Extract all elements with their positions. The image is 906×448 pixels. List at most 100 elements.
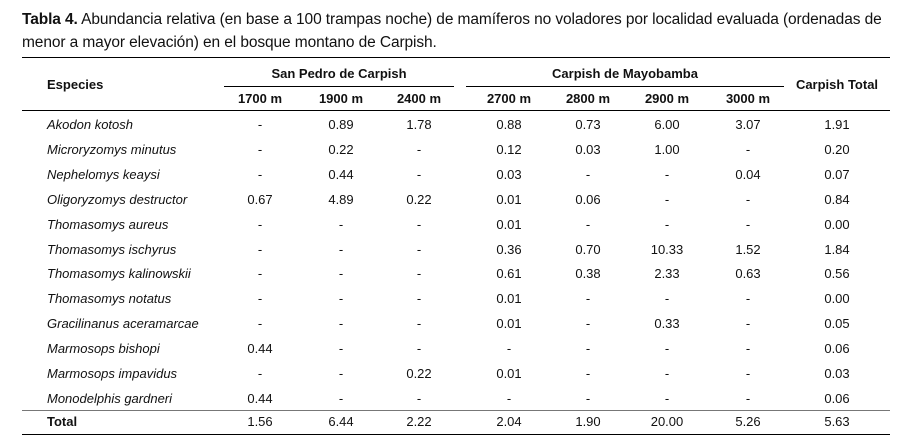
- value-cell: -: [585, 341, 591, 357]
- value-cell: -: [338, 266, 344, 282]
- value-cell: 10.33: [650, 241, 684, 257]
- elevation-header: 2700 m: [486, 91, 532, 106]
- group-header-mayobamba: Carpish de Mayobamba: [552, 66, 698, 81]
- species-name: Oligoryzomys destructor: [47, 191, 188, 207]
- total-cell: 0.05: [824, 316, 850, 332]
- species-name: Gracilinanus aceramarcae: [47, 316, 199, 332]
- value-cell: 0.12: [496, 141, 522, 157]
- top-rule: [22, 57, 890, 58]
- value-cell: -: [338, 216, 344, 232]
- value-cell: -: [585, 291, 591, 307]
- group-underline-mayobamba: [466, 86, 784, 87]
- total-cell: 0.56: [824, 266, 850, 282]
- group-underline-san-pedro: [224, 86, 454, 87]
- total-separator: [22, 410, 890, 411]
- value-cell: 2.33: [654, 266, 680, 282]
- species-name: Thomasomys aureus: [47, 216, 169, 232]
- value-cell: -: [416, 291, 422, 307]
- value-cell: -: [506, 341, 512, 357]
- value-cell: -: [664, 191, 670, 207]
- value-cell: 0.44: [247, 390, 273, 406]
- value-cell: -: [257, 291, 263, 307]
- value-cell: -: [745, 291, 751, 307]
- group-header-san-pedro: San Pedro de Carpish: [271, 66, 407, 81]
- total-cell: 0.07: [824, 166, 850, 182]
- total-value-cell: 20.00: [650, 414, 684, 429]
- value-cell: -: [416, 390, 422, 406]
- value-cell: 0.36: [496, 241, 522, 257]
- value-cell: -: [664, 291, 670, 307]
- total-cell: 0.84: [824, 191, 850, 207]
- value-cell: -: [416, 341, 422, 357]
- table-caption: Tabla 4. Abundancia relativa (en base a …: [22, 8, 892, 54]
- value-cell: 0.63: [735, 266, 761, 282]
- species-name: Thomasomys ischyrus: [47, 241, 177, 257]
- value-cell: 0.89: [328, 117, 354, 132]
- total-cell: 0.06: [824, 390, 850, 406]
- value-cell: 0.22: [406, 191, 432, 207]
- total-cell: 0.00: [824, 291, 850, 307]
- total-label: Total: [47, 414, 78, 429]
- value-cell: -: [664, 341, 670, 357]
- value-cell: -: [338, 366, 344, 381]
- value-cell: 0.01: [496, 191, 522, 207]
- value-cell: -: [664, 366, 670, 381]
- value-cell: -: [416, 141, 422, 157]
- value-cell: 0.01: [496, 366, 522, 381]
- species-header: Especies: [47, 77, 104, 92]
- total-value-cell: 1.90: [575, 414, 601, 429]
- value-cell: -: [745, 316, 751, 332]
- value-cell: 0.06: [575, 191, 601, 207]
- species-name: Thomasomys kalinowskii: [47, 266, 191, 282]
- value-cell: -: [257, 366, 263, 381]
- value-cell: 0.73: [575, 117, 601, 132]
- value-cell: -: [664, 166, 670, 182]
- value-cell: -: [416, 266, 422, 282]
- value-cell: -: [416, 241, 422, 257]
- species-name: Microryzomys minutus: [47, 141, 177, 157]
- species-name: Thomasomys notatus: [47, 291, 172, 307]
- value-cell: -: [416, 216, 422, 232]
- value-cell: 6.00: [654, 117, 680, 132]
- value-cell: 0.04: [735, 166, 761, 182]
- elevation-header: 2800 m: [565, 91, 611, 106]
- value-cell: -: [257, 166, 263, 182]
- value-cell: -: [338, 316, 344, 332]
- species-name: Nephelomys keaysi: [47, 166, 160, 182]
- value-cell: -: [585, 316, 591, 332]
- value-cell: -: [745, 141, 751, 157]
- species-name: Marmosops impavidus: [47, 366, 178, 381]
- total-value-cell: 2.22: [406, 414, 432, 429]
- species-name: Marmosops bishopi: [47, 341, 160, 357]
- value-cell: -: [585, 366, 591, 381]
- value-cell: -: [745, 390, 751, 406]
- value-cell: 0.01: [496, 216, 522, 232]
- value-cell: 1.78: [406, 117, 432, 132]
- value-cell: -: [585, 166, 591, 182]
- value-cell: 0.61: [496, 266, 522, 282]
- total-cell: 0.00: [824, 216, 850, 232]
- value-cell: -: [338, 241, 344, 257]
- value-cell: 0.70: [575, 241, 601, 257]
- value-cell: -: [416, 316, 422, 332]
- value-cell: -: [585, 390, 591, 406]
- value-cell: 0.01: [496, 291, 522, 307]
- carpish-total-header: Carpish Total: [795, 77, 879, 92]
- value-cell: 0.67: [247, 191, 273, 207]
- value-cell: 0.44: [328, 166, 354, 182]
- value-cell: -: [664, 390, 670, 406]
- value-cell: 1.52: [735, 241, 761, 257]
- value-cell: -: [585, 216, 591, 232]
- value-cell: -: [338, 341, 344, 357]
- value-cell: -: [745, 191, 751, 207]
- total-cell: 1.91: [824, 117, 850, 132]
- value-cell: 0.01: [496, 316, 522, 332]
- total-value-cell: 5.63: [824, 414, 850, 429]
- table-caption-label: Tabla 4.: [22, 11, 78, 28]
- total-value-cell: 2.04: [496, 414, 522, 429]
- value-cell: -: [257, 316, 263, 332]
- elevation-header: 3000 m: [725, 91, 771, 106]
- value-cell: 4.89: [328, 191, 354, 207]
- value-cell: -: [745, 216, 751, 232]
- value-cell: -: [745, 341, 751, 357]
